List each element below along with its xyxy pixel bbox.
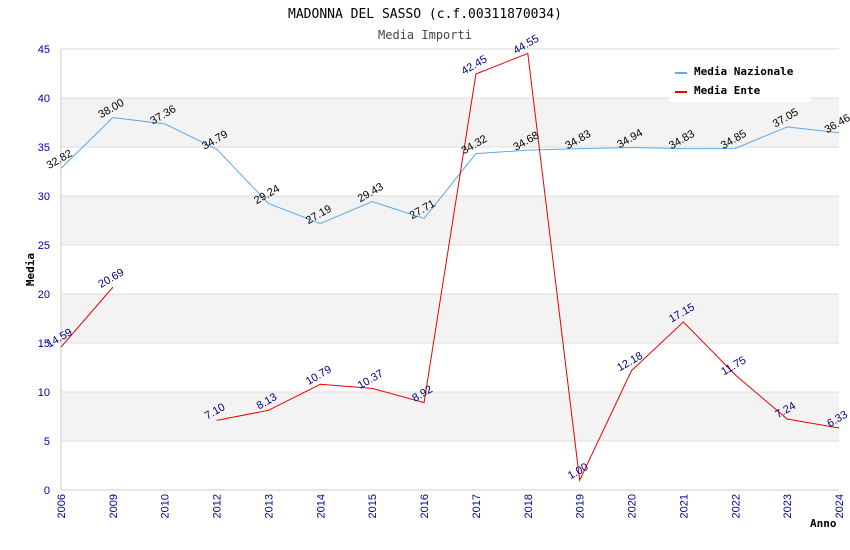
grid-bands — [61, 98, 839, 441]
x-tick-label: 2015 — [367, 494, 379, 518]
x-tick-label: 2014 — [315, 494, 327, 518]
x-tick-label: 2012 — [212, 494, 224, 518]
x-tick-label: 2006 — [56, 494, 68, 518]
x-tick-label: 2018 — [523, 494, 535, 518]
x-tick-label: 2016 — [419, 494, 431, 518]
x-tick-label: 2009 — [108, 494, 120, 518]
series-line — [60, 117, 840, 225]
x-tick-label: 2024 — [834, 494, 846, 518]
y-axis-ticks: 0 5 10 15 20 25 30 35 40 45 — [38, 44, 50, 497]
x-tick-label: 2019 — [575, 494, 587, 518]
legend-item-label: Media Ente — [694, 84, 761, 97]
legend-item-label: Media Nazionale — [694, 65, 794, 78]
y-axis-label: Media — [24, 253, 37, 286]
data-label: 11.75 — [719, 354, 748, 378]
x-axis-ticks: 2006 2009 2010 2012 2013 2014 2015 2016 2017 2018… — [56, 494, 846, 518]
y-tick-label: 25 — [38, 240, 50, 252]
y-tick-label: 45 — [38, 44, 50, 56]
x-tick-label: 2020 — [627, 494, 639, 518]
series-line — [60, 286, 114, 348]
x-axis-label: Anno — [810, 517, 837, 530]
series-group — [60, 52, 840, 482]
data-label: 10.79 — [304, 364, 334, 388]
y-tick-label: 5 — [44, 436, 50, 448]
legend-box — [670, 60, 810, 102]
chart-subtitle: Media Importi — [378, 28, 472, 42]
x-tick-label: 2023 — [782, 494, 794, 518]
y-tick-label: 30 — [38, 191, 50, 203]
axes — [60, 49, 839, 491]
y-tick-label: 40 — [38, 93, 50, 105]
y-tick-label: 0 — [44, 485, 50, 497]
y-tick-label: 35 — [38, 142, 50, 154]
y-tick-label: 20 — [38, 289, 50, 301]
x-tick-label: 2013 — [263, 494, 275, 518]
legend: Media Nazionale Media Ente — [670, 60, 810, 102]
series-line — [216, 52, 840, 482]
data-label: 20.69 — [96, 267, 126, 291]
y-tick-label: 10 — [38, 387, 50, 399]
x-tick-label: 2022 — [730, 494, 742, 518]
chart-title: MADONNA DEL SASSO (c.f.00311870034) — [288, 7, 562, 22]
y-tick-label: 15 — [38, 338, 50, 350]
grid-band — [61, 294, 839, 343]
grid-band — [61, 392, 839, 441]
data-label: 44.55 — [511, 33, 541, 57]
data-label: 42.45 — [460, 53, 490, 77]
x-tick-label: 2017 — [471, 494, 483, 518]
data-label: 12.18 — [615, 350, 645, 374]
grid-band — [61, 98, 839, 147]
x-tick-label: 2010 — [160, 494, 172, 518]
data-label: 14.59 — [45, 326, 75, 350]
x-tick-label: 2021 — [678, 494, 690, 518]
